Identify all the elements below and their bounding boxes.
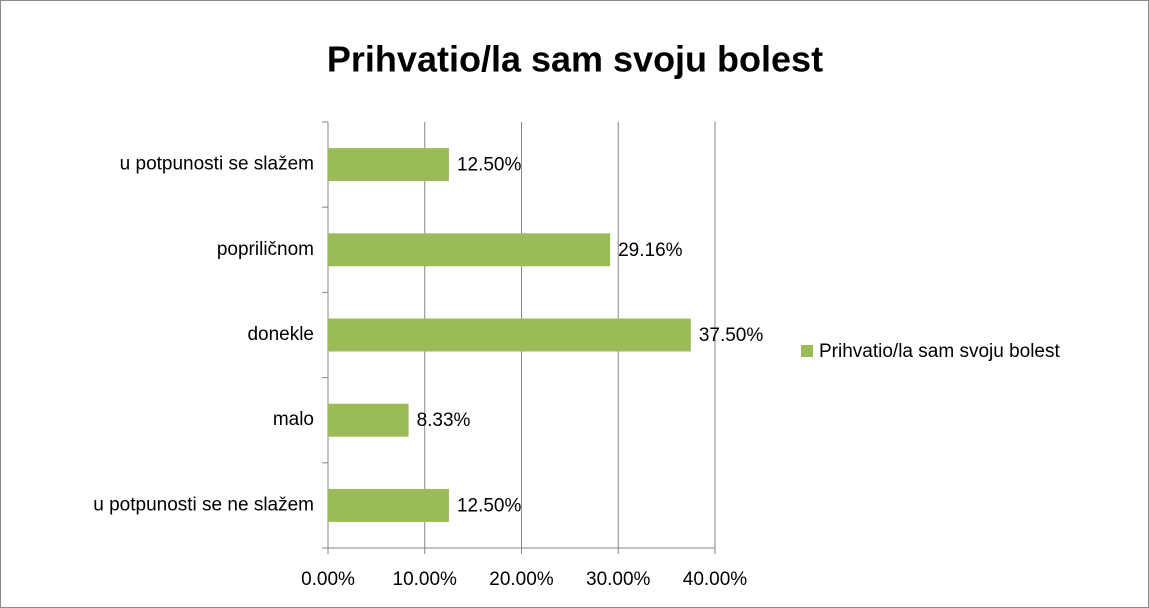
value-label: 29.16% xyxy=(618,240,683,261)
x-tick-label: 10.00% xyxy=(393,569,458,590)
y-tick-label: donekle xyxy=(247,324,314,345)
value-label: 37.50% xyxy=(699,325,764,346)
value-label: 12.50% xyxy=(457,155,522,176)
chart-title: Prihvatio/la sam svoju bolest xyxy=(327,39,823,80)
y-tick-label: popriličnom xyxy=(217,239,314,260)
x-tick-label: 40.00% xyxy=(683,569,748,590)
bar xyxy=(328,318,691,352)
y-tick-label: malo xyxy=(273,409,314,430)
y-tick-label: u potpunosti se ne slažem xyxy=(93,494,314,515)
bar xyxy=(328,233,611,267)
x-tick-label: 0.00% xyxy=(301,569,355,590)
x-tick-label: 20.00% xyxy=(489,569,554,590)
bar xyxy=(328,403,409,437)
legend-swatch xyxy=(801,345,813,357)
value-label: 12.50% xyxy=(457,495,522,516)
y-tick-label: u potpunosti se slažem xyxy=(120,154,314,175)
legend-label: Prihvatio/la sam svoju bolest xyxy=(819,341,1060,362)
x-tick-label: 30.00% xyxy=(586,569,651,590)
bar xyxy=(328,488,449,522)
value-label: 8.33% xyxy=(417,410,471,431)
bar xyxy=(328,148,449,182)
